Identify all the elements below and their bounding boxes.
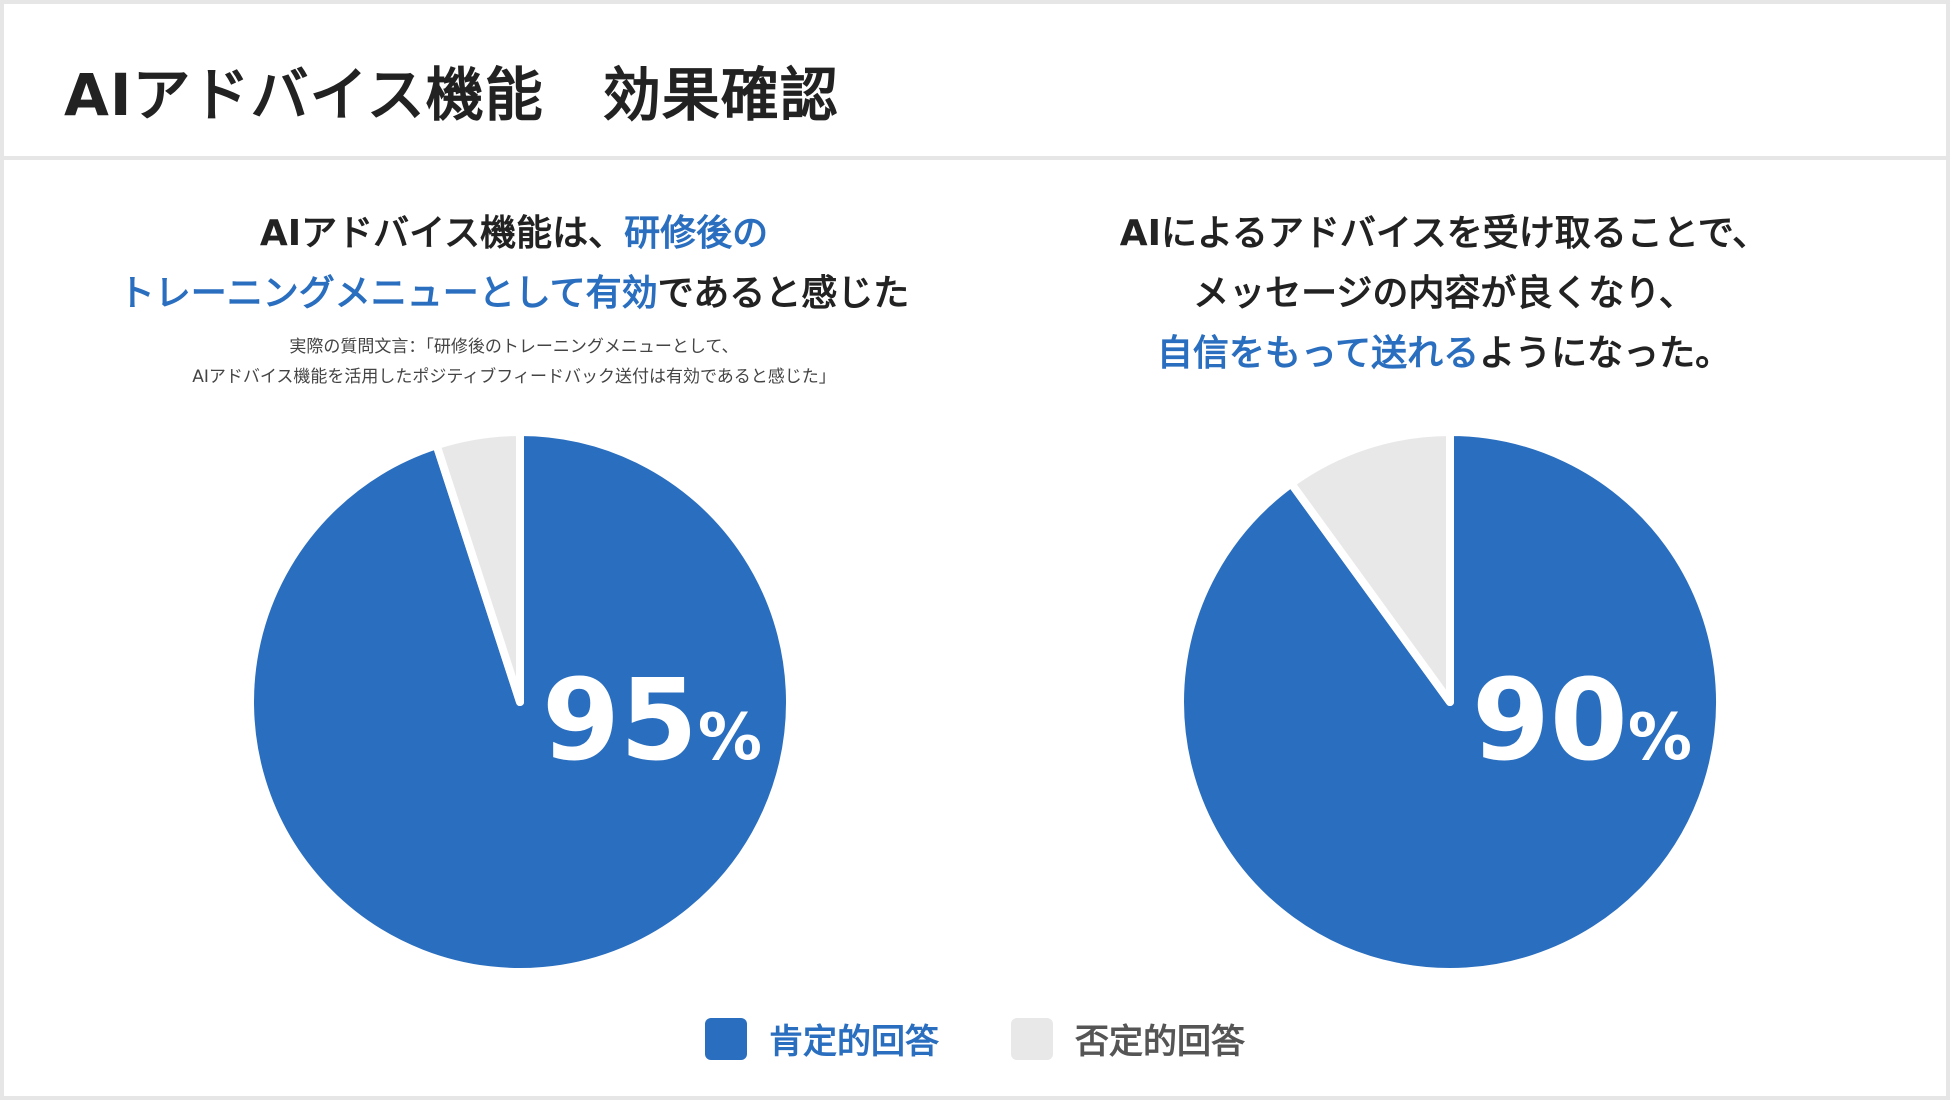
right-headline: AIによるアドバイスを受け取ることで、 メッセージの内容が良くなり、 自信をもっ… (994, 204, 1894, 384)
left-pie-chart: 95% (240, 422, 800, 982)
right-percent-label: 90% (1472, 656, 1692, 786)
right-percent-sign: % (1627, 701, 1692, 775)
left-percent-label: 95% (542, 656, 762, 786)
legend-swatch-positive (705, 1017, 747, 1060)
legend-swatch-negative (1011, 1017, 1053, 1060)
pie-slice-negative (1287, 428, 1454, 706)
title-bar: AIアドバイス機能 効果確認 (4, 4, 1946, 160)
left-note-line1: 実際の質問文言：「研修後のトレーニングメニューとして、 (289, 337, 739, 357)
legend-label-positive: 肯定的回答 (769, 1022, 939, 1062)
left-headline-line2: トレーニングメニューとして有効であると感じた (64, 264, 964, 324)
left-headline-line2-text: であると感じた (657, 273, 910, 314)
left-pie-svg (246, 428, 794, 976)
left-headline-line2-highlight: トレーニングメニューとして有効 (118, 273, 658, 314)
left-headline-line1-text: AIアドバイス機能は、 (259, 213, 625, 254)
right-panel: AIによるアドバイスを受け取ることで、 メッセージの内容が良くなり、 自信をもっ… (994, 204, 1894, 384)
slide: AIアドバイス機能 効果確認 AIアドバイス機能は、研修後の トレーニングメニュ… (4, 4, 1946, 1096)
right-headline-line3: 自信をもって送れるようになった。 (994, 324, 1894, 384)
right-headline-line3-highlight: 自信をもって送れる (1156, 333, 1480, 374)
legend-item-positive: 肯定的回答 (705, 1014, 939, 1063)
left-panel: AIアドバイス機能は、研修後の トレーニングメニューとして有効であると感じた 実… (64, 204, 964, 392)
right-headline-line2: メッセージの内容が良くなり、 (1193, 273, 1695, 314)
right-headline-line1: AIによるアドバイスを受け取ることで、 (1119, 213, 1769, 254)
left-headline-line1: AIアドバイス機能は、研修後の (64, 204, 964, 264)
pie-slice-negative (432, 428, 524, 706)
left-headline: AIアドバイス機能は、研修後の トレーニングメニューとして有効であると感じた (64, 204, 964, 324)
legend-item-negative: 否定的回答 (1011, 1014, 1245, 1063)
left-question-note: 実際の質問文言：「研修後のトレーニングメニューとして、 AIアドバイス機能を活用… (64, 332, 964, 392)
right-headline-line3-text: ようになった。 (1479, 333, 1732, 374)
right-percent-value: 90 (1472, 656, 1628, 786)
left-percent-sign: % (697, 701, 762, 775)
page-title: AIアドバイス機能 効果確認 (64, 61, 839, 129)
legend: 肯定的回答 否定的回答 (4, 1014, 1946, 1063)
left-note-line2: AIアドバイス機能を活用したポジティブフィードバック送付は有効であると感じた」 (192, 367, 836, 387)
right-pie-svg (1176, 428, 1724, 976)
legend-label-negative: 否定的回答 (1075, 1022, 1245, 1062)
left-headline-line1-highlight: 研修後の (624, 213, 769, 254)
right-pie-chart: 90% (1170, 422, 1730, 982)
left-percent-value: 95 (542, 656, 698, 786)
